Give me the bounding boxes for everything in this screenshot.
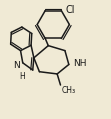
Text: N: N [13, 61, 19, 69]
Text: NH: NH [73, 59, 86, 68]
Text: CH₃: CH₃ [62, 86, 76, 95]
Text: Cl: Cl [65, 5, 75, 15]
Text: H: H [19, 72, 25, 81]
